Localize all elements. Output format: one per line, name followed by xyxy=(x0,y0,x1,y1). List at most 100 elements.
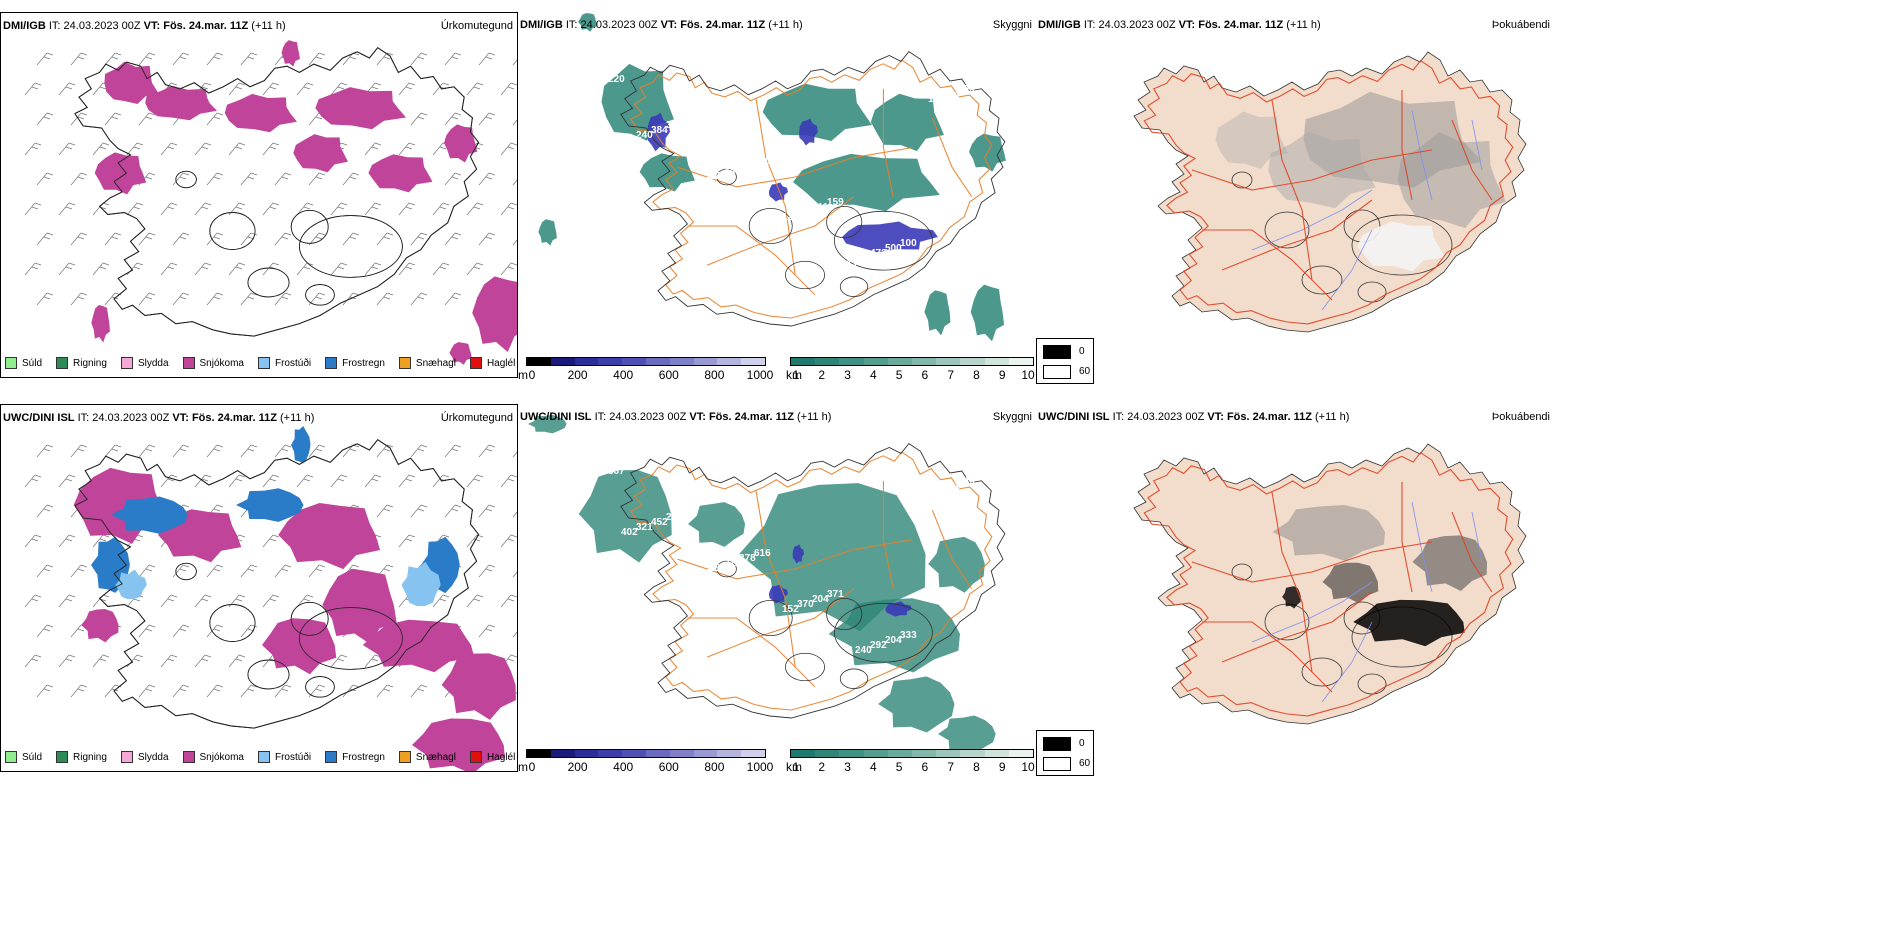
glacier-outline xyxy=(833,602,933,663)
low-visibility-area xyxy=(578,13,597,32)
glacier-outline xyxy=(784,260,825,290)
legend-item: Súld xyxy=(5,751,42,763)
legend-swatch xyxy=(5,751,17,763)
snowfall-area xyxy=(145,85,217,121)
cloud-base-label: 189 xyxy=(621,135,638,146)
panel-header: UWC/DINI ISL IT: 24.03.2023 00Z VT: Fös.… xyxy=(1038,411,1550,423)
cloud-base-label: 103 xyxy=(855,253,872,264)
iceland-outline xyxy=(620,50,1006,327)
fog-legend-top: 0 60 xyxy=(1036,338,1094,384)
legend-label: Snæhagl xyxy=(415,357,456,369)
legend-label: Súld xyxy=(22,357,43,369)
low-cloud-base-area xyxy=(885,601,912,617)
cloud-base-label: 204 xyxy=(812,594,829,605)
colorbar-tick: 800 xyxy=(704,368,725,382)
panel-header: DMI/IGB IT: 24.03.2023 00Z VT: Fös. 24.m… xyxy=(1038,19,1550,31)
colorbar-tick: 8 xyxy=(973,368,980,382)
glacier-outline xyxy=(290,210,329,244)
snowfall-area xyxy=(444,124,478,163)
low-visibility-area xyxy=(878,676,955,733)
low-cloud-base-area xyxy=(842,221,938,253)
cloud-base-label: 280 xyxy=(709,563,726,574)
colorbar-unit: km xyxy=(786,368,802,382)
cloud-base-label: 220 xyxy=(608,74,625,85)
colorbar-strip xyxy=(790,357,1034,366)
iceland-outline xyxy=(74,47,480,337)
legend-swatch xyxy=(182,751,195,763)
freezing-rain-area xyxy=(236,488,304,522)
low-visibility-area xyxy=(938,715,996,753)
legend-item: Haglél xyxy=(469,751,515,763)
cloud-base-label: 452 xyxy=(651,517,668,528)
legend-item: Frostregn xyxy=(325,751,385,763)
colorbar-unit: m xyxy=(518,368,528,382)
legend-label: Rigning xyxy=(73,357,107,369)
legend-swatch xyxy=(257,751,270,763)
visibility-colorbar-top: km 1 2 3 4 5 6 7 8 9 10 xyxy=(786,357,1036,397)
glacier-outline xyxy=(1264,211,1310,249)
colorbar-tick: 0 xyxy=(528,368,536,382)
colorbar-tick: 200 xyxy=(567,368,588,382)
snowfall-area xyxy=(104,61,158,104)
cloud-base-label: 500 xyxy=(885,243,902,254)
cloud-panel-top: 220 209 280 159 100 148 331 285 311 500 299 384 441 4… xyxy=(518,12,1036,378)
colorbar-strip xyxy=(526,357,766,366)
legend-item: Rigning xyxy=(56,357,107,369)
colorbar-unit: m xyxy=(518,760,528,774)
cloud-base-label: 311 xyxy=(812,202,829,213)
colorbar-unit: km xyxy=(786,760,802,774)
legend-item: Frostúði xyxy=(257,357,311,369)
glacier-outline xyxy=(826,597,863,631)
panel-header: UWC/DINI ISL IT: 24.03.2023 00Z VT: Fös.… xyxy=(520,411,1032,423)
colorbar-strip xyxy=(790,749,1034,758)
cloud-base-label: 204 xyxy=(885,635,902,646)
low-visibility-area xyxy=(528,414,567,434)
freezing-drizzle-area xyxy=(401,561,441,607)
glacier-outline xyxy=(175,170,197,189)
cloud-base-colorbar-top: m 0 200 400 600 800 1000 xyxy=(518,357,773,397)
iceland-outline xyxy=(74,439,480,729)
cloud-base-label: 404 xyxy=(797,207,814,218)
cloud-base-label: 331 xyxy=(666,120,683,131)
colorbar-tick: 5 xyxy=(895,368,903,382)
low-visibility-area xyxy=(924,290,951,336)
legend-item: Frostregn xyxy=(325,357,385,369)
legend-swatch xyxy=(469,751,482,763)
snowfall-area xyxy=(315,87,406,130)
snowfall-area xyxy=(81,609,119,643)
cloud-map-top: 220 209 280 159 100 148 331 285 311 500 299 384 441 4… xyxy=(538,13,1006,342)
fog-index-area xyxy=(1268,131,1376,209)
colorbar-strip xyxy=(526,749,766,758)
legend-item: Snjókoma xyxy=(182,751,244,763)
glacier-outline xyxy=(1231,171,1253,189)
low-cloud-base-area xyxy=(792,544,804,564)
glacier-outline xyxy=(748,599,793,637)
legend-label: Snjókoma xyxy=(199,357,244,369)
legend-label: Slydda xyxy=(137,357,169,369)
glacier-outline xyxy=(1357,281,1387,303)
low-cloud-base-area xyxy=(799,118,818,146)
panel-type-title: Úrkomutegund xyxy=(440,412,513,424)
cloud-base-label: 176 xyxy=(709,171,726,182)
glacier-outline xyxy=(298,215,403,278)
snowfall-area xyxy=(368,154,433,193)
panel-type-title: Skyggni xyxy=(992,411,1032,423)
cloud-base-label: 447 xyxy=(694,176,711,187)
colorbar-tick: 9 xyxy=(998,760,1006,774)
cloud-base-label: 299 xyxy=(958,84,975,95)
cloud-base-label: 240 xyxy=(636,130,653,141)
snowfall-area xyxy=(441,653,516,720)
colorbar-tick: 8 xyxy=(973,760,980,774)
colorbar-tick: 400 xyxy=(613,368,634,382)
snowfall-area xyxy=(472,276,517,352)
cloud-base-label: 367 xyxy=(608,466,625,477)
cloud-base-label: 441 xyxy=(724,166,741,177)
freezing-drizzle-area xyxy=(115,569,147,600)
colorbar-tick: 5 xyxy=(895,760,903,774)
legend-item: Haglél xyxy=(469,357,515,369)
colorbar-tick: 600 xyxy=(658,760,679,774)
cloud-base-colorbar-bottom: m 0 200 400 600 800 1000 xyxy=(518,749,773,789)
freezing-rain-area xyxy=(291,426,311,464)
legend-swatch xyxy=(120,357,133,369)
panel-type-title: Úrkomutegund xyxy=(440,20,513,32)
